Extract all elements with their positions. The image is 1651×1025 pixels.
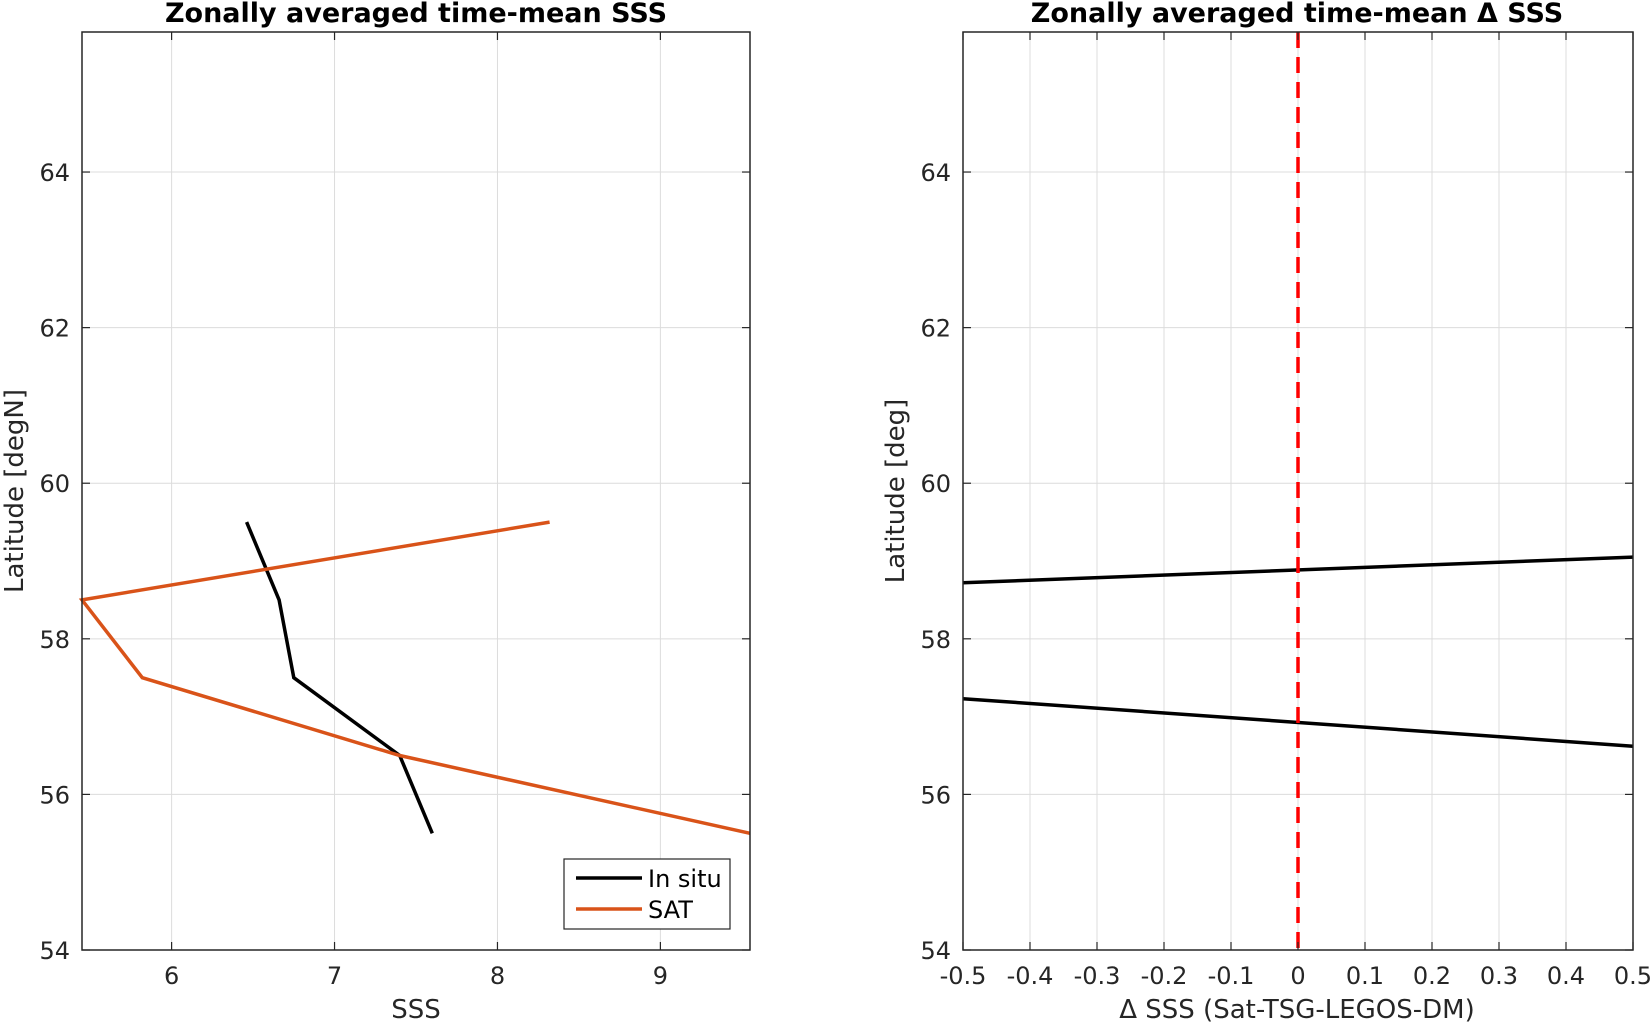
- x-tick-label: 8: [490, 962, 505, 990]
- y-tick-label: 62: [920, 315, 951, 343]
- left-chart: Zonally averaged time-mean SSS 6 7 8 9 54 56 5…: [0, 0, 751, 1025]
- x-tick-label: 0.2: [1413, 962, 1451, 990]
- x-tick-label: -0.3: [1074, 962, 1121, 990]
- legend: In situ SAT: [563, 858, 731, 930]
- legend-label-in-situ: In situ: [648, 865, 722, 893]
- y-tick-label: 64: [39, 159, 70, 187]
- left-chart-ylabel: Latitude [degN]: [0, 389, 30, 593]
- y-tick-label: 54: [920, 937, 951, 965]
- y-tick-label: 60: [920, 470, 951, 498]
- x-tick-label: 0.1: [1346, 962, 1384, 990]
- y-tick-label: 62: [39, 315, 70, 343]
- y-tick-label: 58: [39, 626, 70, 654]
- left-chart-axes-box: [81, 31, 751, 951]
- x-tick-label: 0: [1290, 962, 1305, 990]
- x-tick-label: -0.2: [1141, 962, 1188, 990]
- legend-label-sat: SAT: [648, 896, 693, 924]
- x-tick-label: -0.5: [940, 962, 987, 990]
- x-tick-label: 0.4: [1547, 962, 1585, 990]
- y-tick-label: 56: [39, 781, 70, 809]
- right-chart-ylabel: Latitude [deg]: [881, 399, 911, 584]
- y-tick-label: 64: [920, 159, 951, 187]
- left-chart-title: Zonally averaged time-mean SSS: [165, 0, 667, 29]
- left-chart-xlabel: SSS: [391, 995, 441, 1025]
- x-tick-label: -0.1: [1208, 962, 1255, 990]
- x-tick-label: 0.5: [1614, 962, 1651, 990]
- y-tick-label: 58: [920, 626, 951, 654]
- right-chart: Zonally averaged time-mean Δ SSS -0.5 -0.…: [881, 0, 1651, 1025]
- series-line-sat: [78, 520, 751, 836]
- x-tick-label: -0.4: [1007, 962, 1054, 990]
- legend-box: [563, 858, 731, 930]
- y-tick-label: 60: [39, 470, 70, 498]
- right-chart-ticks: -0.5 -0.4 -0.3 -0.2 -0.1 0 0.1 0.2 0.3 0.4 0.5 54 56…: [920, 32, 1651, 990]
- right-chart-xlabel: Δ SSS (Sat-TSG-LEGOS-DM): [1119, 995, 1475, 1025]
- left-chart-ticks: 6 7 8 9 54 56 58 60 62 64: [39, 32, 750, 990]
- y-tick-label: 56: [920, 781, 951, 809]
- x-tick-label: 0.3: [1480, 962, 1518, 990]
- x-tick-label: 9: [653, 962, 668, 990]
- left-chart-series: [78, 520, 751, 836]
- y-tick-label: 54: [39, 937, 70, 965]
- x-tick-label: 6: [164, 962, 179, 990]
- series-line-in-situ: [244, 521, 434, 834]
- right-chart-title: Zonally averaged time-mean Δ SSS: [1031, 0, 1563, 29]
- x-tick-label: 7: [327, 962, 342, 990]
